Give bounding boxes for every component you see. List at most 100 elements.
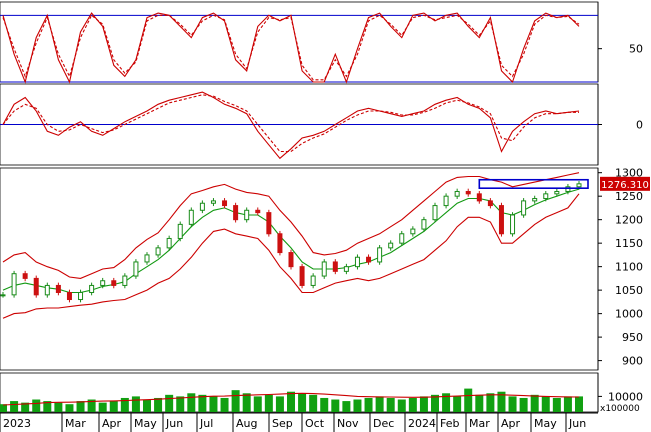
volume-bar [309, 394, 318, 412]
candle-body [377, 247, 383, 263]
candle-body [521, 200, 527, 216]
stochastic-signal-line [2, 14, 580, 81]
volume-bar [154, 397, 163, 412]
candle-body [554, 190, 560, 195]
volume-bar [187, 393, 196, 412]
bollinger-upper-line [2, 172, 580, 279]
price-ytick-label: 900 [622, 355, 643, 368]
candle-body [100, 280, 106, 286]
candle-body [11, 273, 17, 296]
candle-body [366, 256, 372, 263]
volume-bar [264, 394, 273, 412]
x-tick-label: 2024 [408, 417, 436, 430]
candle-body [33, 277, 39, 296]
stochastic-ytick-label: 50 [629, 43, 643, 56]
candle-body [22, 273, 28, 279]
price-ytick-label: 1200 [615, 214, 643, 227]
candle-body [410, 228, 416, 235]
candle-body [343, 266, 349, 272]
volume-bar [375, 396, 384, 412]
candle-body [487, 200, 493, 207]
volume-bar [275, 396, 284, 412]
price-ytick-label: 1000 [615, 308, 643, 321]
candle-body [465, 190, 471, 195]
candle-body [354, 256, 360, 268]
candle-body [498, 205, 504, 235]
volume-bar [563, 396, 572, 412]
candle-body [576, 183, 582, 188]
volume-bar [231, 390, 240, 412]
candle-body [122, 275, 128, 286]
resistance-box [478, 178, 589, 190]
volume-bar [486, 393, 495, 412]
volume-bar [431, 394, 439, 412]
volume-bar [109, 401, 118, 412]
x-tick-label: Feb [440, 417, 459, 430]
volume-bar [131, 396, 140, 412]
candle-body [277, 233, 283, 254]
volume-bar [419, 396, 428, 412]
volume-ytick-label: 10000 [608, 390, 643, 403]
volume-bar [87, 399, 96, 412]
macd-ytick-label: 0 [636, 119, 643, 132]
x-tick-label: Mar [469, 417, 490, 430]
price-ytick-label: 1050 [615, 284, 643, 297]
macd-signal-line [2, 94, 579, 153]
candle-body [266, 212, 272, 235]
volume-bar [320, 397, 329, 412]
price-ytick-label: 1250 [615, 190, 643, 203]
candle-body [565, 186, 571, 192]
candle-body [66, 291, 72, 301]
x-tick-label: May [134, 417, 157, 430]
last-price-label: 1276.310 [601, 180, 649, 191]
volume-bar [408, 397, 417, 412]
volume-bar [442, 393, 451, 412]
volume-bar [353, 399, 362, 412]
x-tick-label: Oct [305, 417, 325, 430]
candle-body [55, 284, 61, 293]
volume-bar [43, 401, 52, 412]
volume-bar [331, 399, 340, 412]
candle-body [111, 280, 117, 286]
volume-ma-line [2, 392, 580, 406]
candle-body [532, 198, 538, 202]
volume-bar [541, 396, 550, 412]
volume-bar [65, 404, 74, 412]
macd-panel [0, 91, 598, 160]
candle-body [155, 247, 161, 256]
price-ytick-label: 1150 [615, 237, 643, 250]
candle-body [233, 205, 239, 221]
volume-bar [21, 402, 30, 412]
candle-body [89, 284, 95, 293]
volume-bar [242, 393, 251, 412]
volume-bar [143, 399, 151, 412]
candle-body [388, 242, 394, 249]
candle-body [421, 219, 427, 230]
volume-bar [464, 388, 473, 412]
bollinger-lower-line [2, 193, 580, 319]
moving-average-line [2, 188, 580, 294]
stochastic-panel-frame [0, 1, 599, 83]
volume-panel [0, 388, 583, 412]
price-ytick-label: 1300 [615, 167, 643, 180]
candle-body [144, 254, 150, 263]
volume-bar [519, 397, 528, 412]
volume-bar [298, 393, 307, 412]
candle-body [166, 237, 172, 249]
candle-body [133, 261, 139, 277]
stochastic-main-line [2, 12, 580, 84]
volume-bar [120, 397, 129, 412]
candle-body [310, 275, 316, 286]
candle-body [454, 190, 460, 197]
candle-body [288, 252, 294, 268]
price-panel-frame [0, 167, 599, 371]
candle-body [78, 291, 84, 301]
volume-bar [530, 394, 539, 412]
volume-bar [397, 399, 406, 412]
candle-body [476, 193, 482, 202]
x-tick-label: 2023 [3, 417, 31, 430]
x-tick-label: Mar [65, 417, 86, 430]
price-ytick-label: 1100 [615, 261, 643, 274]
volume-bar [552, 397, 561, 412]
